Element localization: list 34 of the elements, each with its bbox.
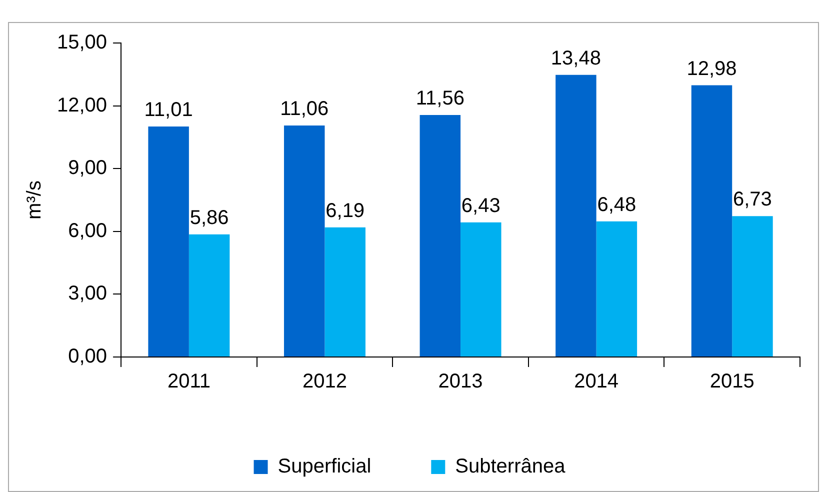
data-label: 6,43 [461, 194, 500, 217]
data-label: 5,86 [190, 206, 229, 229]
y-tick-label: 9,00 [68, 157, 108, 180]
bar [732, 216, 773, 356]
bar [460, 222, 502, 356]
legend-label: Subterrânea [455, 456, 566, 478]
bar [188, 234, 230, 356]
data-label: 13,48 [550, 47, 601, 70]
data-label: 6,19 [326, 200, 365, 222]
data-label: 11,06 [280, 98, 329, 120]
data-label: 12,98 [686, 58, 737, 80]
x-tick-label: 2011 [167, 370, 210, 393]
data-label: 11,56 [416, 88, 464, 110]
data-label: 6,48 [597, 194, 636, 216]
x-tick-label: 2015 [710, 370, 754, 393]
bar [596, 221, 638, 356]
data-label: 6,73 [733, 188, 772, 211]
bar [148, 126, 189, 356]
y-axis-title: m³/s [24, 180, 46, 220]
y-tick-label: 0,00 [68, 346, 108, 368]
bar [324, 227, 366, 356]
y-tick-label: 12,00 [56, 94, 108, 116]
bar [556, 74, 596, 356]
y-tick-label: 15,00 [56, 32, 108, 54]
y-tick-label: 3,00 [68, 282, 108, 305]
bar [691, 85, 732, 356]
legend-label: Superficial [278, 456, 372, 478]
y-tick-label: 6,00 [68, 220, 108, 242]
x-tick-label: 2013 [438, 370, 483, 393]
bar [284, 125, 325, 356]
x-tick-label: 2012 [302, 370, 347, 393]
x-tick-label: 2014 [574, 370, 619, 393]
bar [420, 115, 461, 356]
data-label: 11,01 [144, 99, 193, 122]
